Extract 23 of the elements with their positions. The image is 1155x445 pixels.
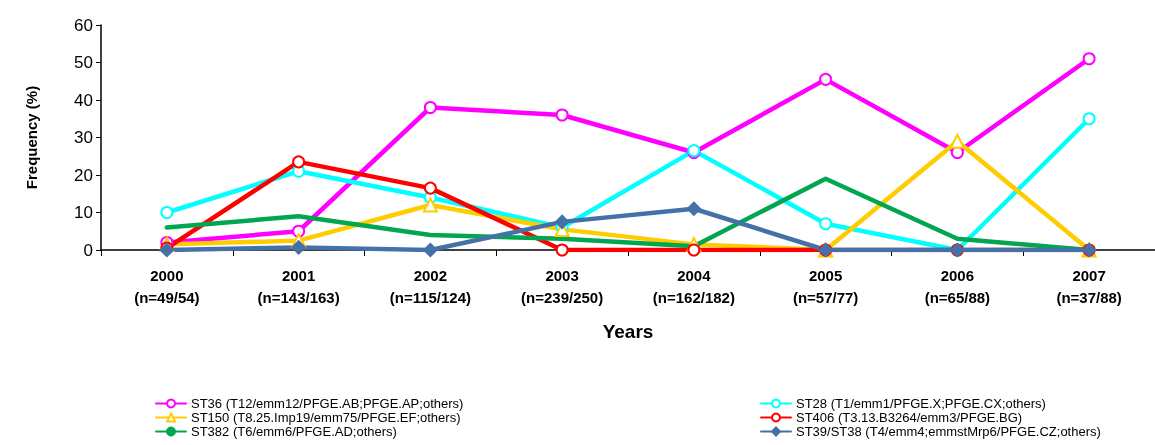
x-axis-title: Years: [602, 321, 654, 342]
y-tick-label: 10: [74, 203, 93, 222]
legend-label: ST39/ST38 (T4/emm4;emmstMrp6/PFGE.CZ;others): [796, 424, 1101, 439]
x-tick-label: 2004 (n=162/182): [652, 266, 735, 306]
x-tick-label: 2003 (n=239/250): [521, 266, 604, 306]
y-tick-label: 60: [74, 15, 93, 35]
y-tick-label: 40: [74, 90, 93, 110]
y-tick-label: 20: [74, 165, 93, 185]
y-axis-title: Frequency (%): [23, 85, 40, 190]
legend-label: ST28 (T1/emm1/PFGE.X;PFGE.CX;others): [796, 396, 1046, 411]
x-tick-label: 2000 (n=49/54): [134, 266, 200, 306]
x-tick-label: 2007 (n=37/88): [1056, 266, 1122, 306]
legend-label: ST36 (T12/emm12/PFGE.AB;PFGE.AP;others): [191, 396, 464, 411]
y-tick-label: 30: [74, 128, 93, 147]
x-tick-label: 2002 (n=115/124): [389, 266, 472, 306]
x-tick-label: 2001 (n=143/163): [257, 266, 340, 306]
legend-label: ST382 (T6/emm6/PFGE.AD;others): [191, 424, 397, 439]
x-tick-label: 2005 (n=57/77): [792, 266, 859, 306]
y-tick-label: 50: [74, 53, 93, 72]
legend-label: ST150 (T8.25.Imp19/emm75/PFGE.EF;others): [191, 410, 461, 425]
x-tick-label: 2006 (n=65/88): [924, 266, 991, 306]
legend-label: ST406 (T3.13.B3264/emm3/PFGE.BG): [796, 410, 1023, 425]
y-tick-label: 0: [83, 240, 93, 260]
